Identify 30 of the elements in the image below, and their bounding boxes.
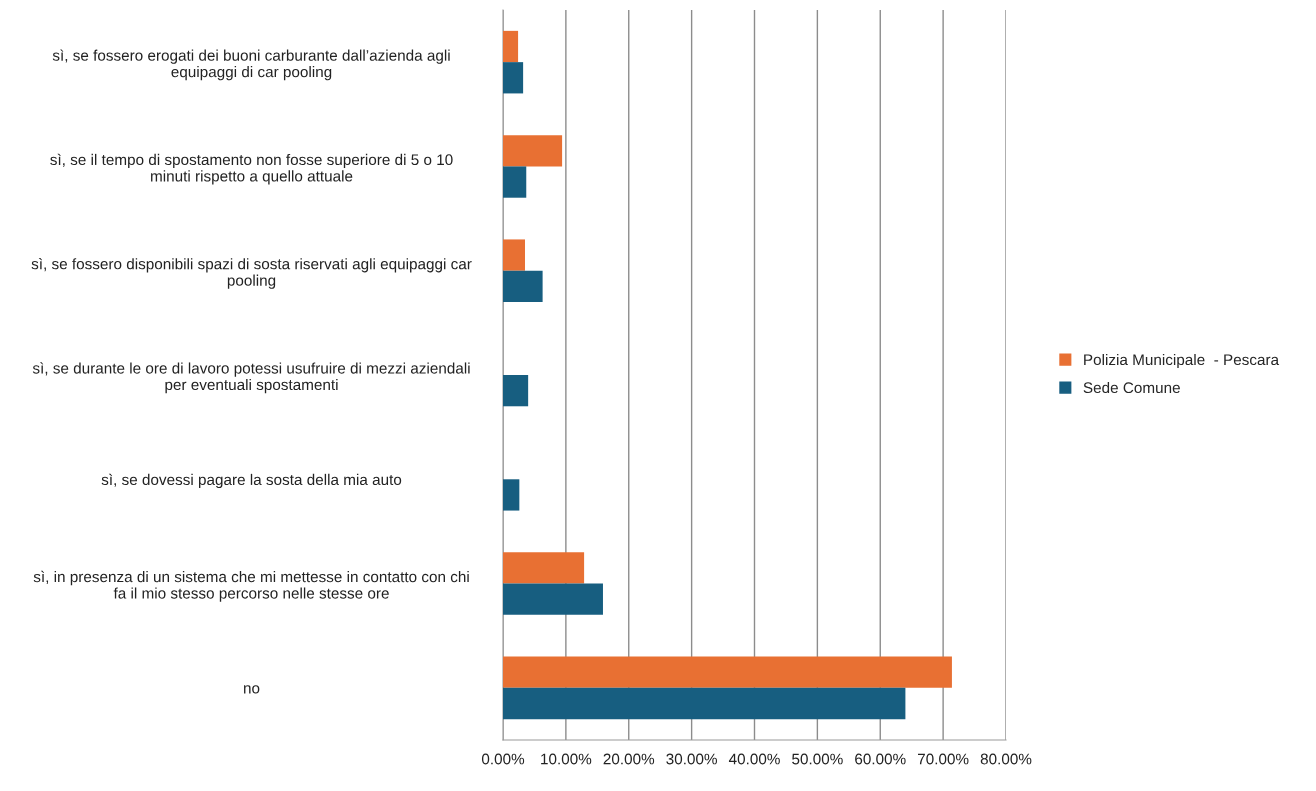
legend-label: Polizia Municipale - Pescara bbox=[1084, 353, 1280, 369]
x-tick-label: 10.00% bbox=[541, 753, 592, 765]
y-tick-label: sì, se il tempo di spostamento non fosse superiore di 5 o 10 minuti rispetto a quello attuale bbox=[50, 153, 453, 185]
y-tick-label: sì, se durante le ore di lavoro potessi usufruire di mezzi aziendali per eventuali spostamenti bbox=[32, 362, 470, 394]
x-tick-label: 50.00% bbox=[792, 753, 843, 765]
y-tick-label: sì, se fossero disponibili spazi di sosta riservati agli equipaggi car pooling bbox=[31, 257, 472, 289]
bar bbox=[503, 270, 543, 302]
x-tick-label: 70.00% bbox=[918, 753, 969, 765]
bar bbox=[503, 135, 563, 167]
x-tick-label: 20.00% bbox=[603, 753, 655, 765]
bar bbox=[503, 479, 520, 511]
bar bbox=[503, 166, 527, 198]
y-tick-label: sì, se dovessi pagare la sosta della mia auto bbox=[101, 473, 402, 489]
bar bbox=[503, 583, 603, 615]
x-tick-label: 30.00% bbox=[666, 753, 717, 765]
bar bbox=[503, 656, 952, 688]
bar bbox=[503, 239, 526, 271]
bar bbox=[503, 62, 524, 94]
legend-label: Sede Comune bbox=[1083, 381, 1180, 394]
y-tick-label: no bbox=[244, 685, 260, 694]
y-tick-label: sì, se fossero erogati dei buoni carburante dall’azienda agli equipaggi di car pooling bbox=[52, 49, 450, 81]
bar bbox=[503, 552, 585, 584]
bar bbox=[503, 687, 906, 720]
x-tick-label: 80.00% bbox=[980, 753, 1032, 765]
bar bbox=[503, 375, 529, 407]
x-tick-label: 60.00% bbox=[855, 753, 906, 765]
x-tick-label: 0.00% bbox=[481, 753, 525, 765]
y-tick-label: sì, in presenza di un sistema che mi mettesse in contatto con chi fa il mio stesso percorso nelle stesse ore bbox=[33, 570, 469, 602]
bar bbox=[503, 30, 519, 63]
x-tick-label: 40.00% bbox=[728, 753, 780, 765]
